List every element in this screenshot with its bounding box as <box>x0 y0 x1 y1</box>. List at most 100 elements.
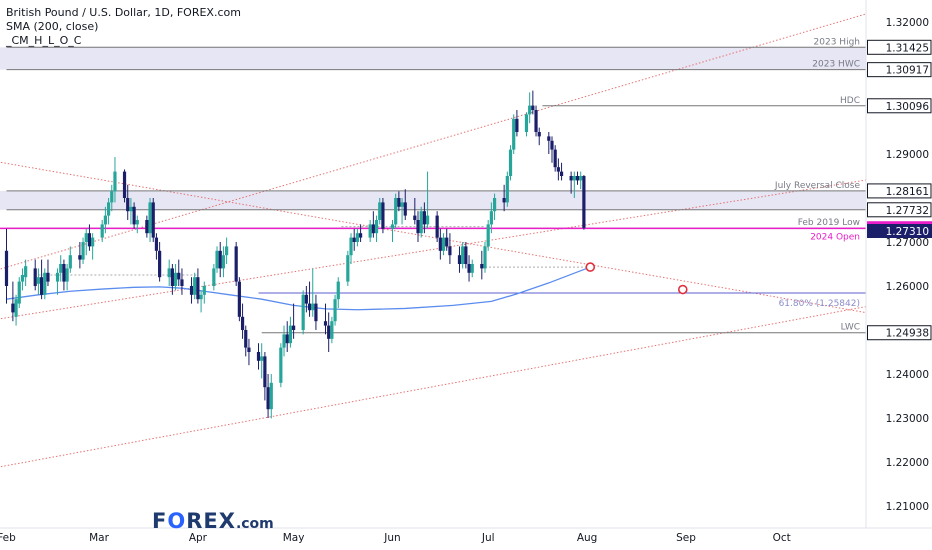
candle <box>371 211 375 238</box>
candle <box>531 90 535 115</box>
candle-body <box>569 176 573 181</box>
candle <box>394 193 398 229</box>
candle-body <box>269 382 273 410</box>
price-tag-2024-open-bg <box>867 224 932 238</box>
candle <box>559 162 564 181</box>
candle <box>422 202 426 234</box>
price-tag-border <box>867 325 932 341</box>
candle-body <box>368 224 372 238</box>
candle-body <box>234 246 238 282</box>
candle-body <box>68 255 72 269</box>
candle <box>244 325 248 357</box>
candle-body <box>413 215 417 220</box>
candle <box>145 215 149 238</box>
candle-body <box>24 266 28 278</box>
candle-body <box>103 215 107 225</box>
candle <box>221 246 226 278</box>
candle-body <box>547 136 551 141</box>
candle <box>349 233 353 264</box>
candle <box>11 281 15 322</box>
candle <box>489 202 493 234</box>
candle-body <box>285 334 289 344</box>
price-tag-border <box>867 202 932 218</box>
candle <box>177 259 181 286</box>
candle-body <box>154 237 159 251</box>
candle-body <box>158 250 162 278</box>
candle-body <box>397 198 401 207</box>
time-tick-label: May <box>283 532 305 544</box>
candle <box>84 228 88 256</box>
candle <box>65 264 69 291</box>
candle <box>158 242 162 282</box>
candle-body <box>100 224 104 238</box>
candle <box>502 184 506 212</box>
candle <box>260 343 264 379</box>
sma-indicator-label: SMA (200, close) <box>6 20 99 33</box>
sma200-line <box>6 266 591 311</box>
candle-body <box>483 246 487 269</box>
candle <box>435 211 439 242</box>
candle-body <box>212 268 216 286</box>
candle-body <box>135 220 139 225</box>
candle <box>569 171 573 194</box>
candle-body <box>534 110 538 132</box>
price-tag: 1.30096 <box>867 98 932 113</box>
candle-body <box>225 246 229 256</box>
candle-body <box>556 167 560 172</box>
candle <box>240 303 245 339</box>
candle <box>425 171 430 229</box>
candle <box>279 343 283 388</box>
candle-body <box>582 176 586 228</box>
candle-body <box>346 255 350 282</box>
candle-body <box>266 387 270 410</box>
candle-body <box>333 299 337 322</box>
candle-body <box>218 250 222 269</box>
candle <box>346 250 350 286</box>
candle-body <box>553 149 557 168</box>
candle <box>212 264 216 291</box>
candle-body <box>180 279 184 286</box>
candle <box>269 374 273 419</box>
candle-body <box>196 277 200 300</box>
price-tag-border <box>867 62 932 78</box>
candle <box>113 157 117 203</box>
candle <box>129 198 133 225</box>
candle <box>199 290 203 313</box>
candle <box>547 132 551 154</box>
candle-body <box>170 268 174 286</box>
candle-body <box>371 224 375 234</box>
candle-body <box>394 198 398 225</box>
candle-body <box>486 224 490 247</box>
candle <box>189 277 194 304</box>
candle-body <box>492 198 497 212</box>
candle-body <box>457 255 462 264</box>
candle <box>358 224 363 242</box>
candle <box>55 268 60 295</box>
candle <box>33 259 37 291</box>
candle <box>202 281 206 304</box>
candle-body <box>46 272 50 282</box>
price-tick-label: 1.32000 <box>886 17 929 29</box>
candle-body <box>173 272 178 286</box>
candle <box>91 233 95 260</box>
candle-body <box>122 171 127 198</box>
candle-body <box>221 255 226 269</box>
candle <box>416 211 420 242</box>
candle <box>282 325 286 357</box>
candle-body <box>374 220 379 234</box>
candle-body <box>330 321 334 339</box>
candle <box>285 321 289 352</box>
candle-body <box>467 264 471 273</box>
candle-body <box>502 198 506 203</box>
candle <box>46 259 50 286</box>
candle-body <box>65 268 69 282</box>
candle <box>575 171 580 185</box>
candle <box>17 277 21 308</box>
candle-body <box>422 211 426 225</box>
candle <box>550 136 554 163</box>
level-marker <box>585 262 596 272</box>
candle-body <box>129 206 133 212</box>
candle-body <box>110 191 114 203</box>
candle <box>534 105 538 137</box>
